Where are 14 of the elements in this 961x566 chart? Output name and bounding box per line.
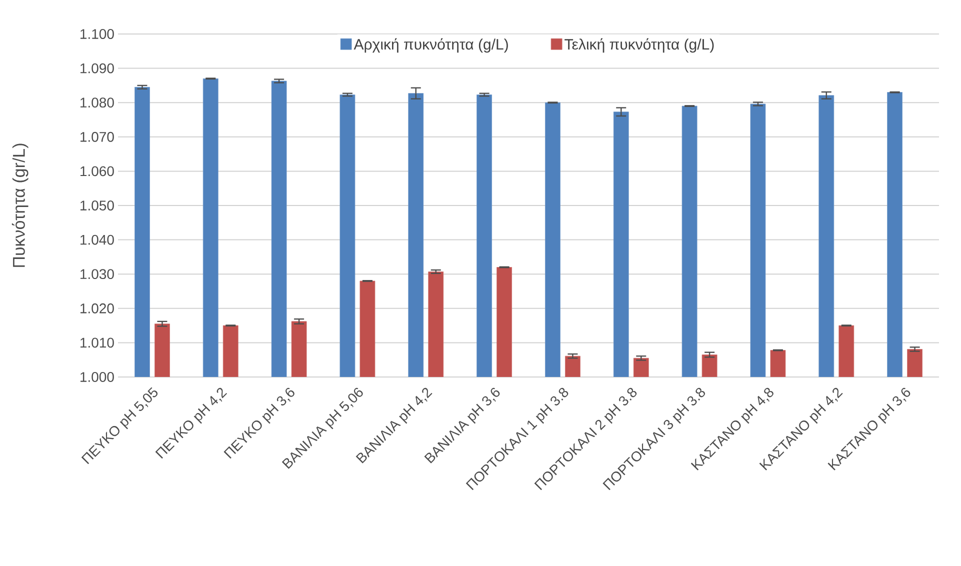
legend-label: Τελική πυκνότητα (g/L) [564,38,714,53]
legend-label: Αρχική πυκνότητα (g/L) [354,38,508,53]
y-tick-label: 1.030 [80,269,114,280]
y-tick-label: 1.090 [80,63,114,74]
y-tick-label: 1.040 [80,234,114,245]
y-axis-title: Πυκνότητα (gr/L) [12,144,28,267]
y-tick-label: 1.010 [80,338,114,348]
y-tick-label: 1.020 [80,303,114,314]
y-tick-label: 1.000 [80,372,114,382]
y-tick-label: 1.100 [80,29,114,39]
y-tick-label: 1.060 [80,166,114,176]
y-tick-label: 1.080 [80,98,114,108]
y-tick-label: 1.070 [80,132,114,142]
y-tick-label: 1.050 [80,200,114,210]
